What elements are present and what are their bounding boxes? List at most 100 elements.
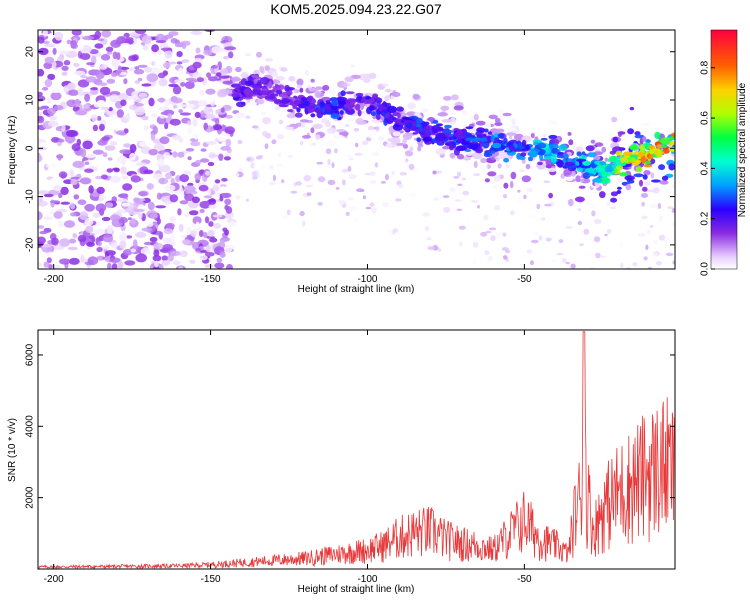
- noise-blob: [218, 153, 224, 161]
- noise-blob: [95, 203, 107, 212]
- noise-blob: [84, 218, 94, 226]
- noise-blob: [122, 183, 133, 191]
- noise-blob: [214, 118, 220, 125]
- noise-blob: [251, 125, 259, 129]
- ridge-blob: [575, 175, 581, 183]
- noise-blob: [177, 208, 182, 216]
- noise-blob: [647, 266, 653, 269]
- snr-y-label: SNR (10 * v/v): [7, 418, 18, 482]
- noise-blob: [38, 153, 42, 162]
- y-tick-label: 2000: [25, 486, 36, 509]
- ridge-blob: [542, 133, 547, 138]
- noise-blob: [184, 193, 195, 202]
- noise-blob: [168, 83, 179, 88]
- noise-blob: [348, 157, 354, 161]
- noise-blob: [472, 257, 477, 265]
- ridge-blob: [306, 85, 313, 89]
- ridge-blob: [378, 136, 385, 142]
- noise-blob: [142, 45, 149, 51]
- noise-blob: [218, 75, 230, 79]
- noise-blob: [47, 264, 54, 269]
- ridge-blob: [245, 53, 252, 57]
- ridge-blob: [508, 145, 516, 152]
- noise-blob: [50, 91, 62, 101]
- y-tick-label: -20: [25, 237, 36, 252]
- ridge-blob: [355, 103, 361, 111]
- ridge-blob: [326, 127, 337, 134]
- noise-blob: [70, 176, 80, 180]
- noise-blob: [38, 111, 42, 117]
- noise-blob: [57, 154, 62, 161]
- noise-blob: [95, 175, 103, 180]
- noise-blob: [129, 143, 137, 153]
- y-tick-label: 4000: [25, 415, 36, 438]
- ridge-blob: [629, 154, 638, 158]
- ridge-blob: [588, 173, 594, 177]
- noise-blob: [79, 211, 89, 220]
- noise-blob: [80, 148, 87, 158]
- ridge-blob: [482, 141, 490, 149]
- noise-blob: [66, 39, 72, 45]
- noise-blob: [203, 106, 211, 115]
- noise-blob: [151, 61, 156, 66]
- noise-blob: [186, 226, 192, 236]
- noise-blob: [149, 213, 158, 219]
- noise-blob: [228, 51, 234, 59]
- noise-blob: [295, 181, 303, 186]
- ridge-blob: [329, 89, 336, 96]
- noise-blob: [42, 86, 49, 91]
- ridge-blob: [302, 135, 311, 139]
- ridge-blob: [455, 139, 463, 144]
- ridge-blob: [648, 145, 656, 150]
- ridge-blob: [327, 140, 338, 147]
- noise-blob: [561, 272, 567, 278]
- noise-blob: [203, 195, 213, 199]
- ridge-blob: [643, 170, 651, 176]
- noise-blob: [92, 124, 99, 132]
- noise-blob: [86, 241, 95, 247]
- ridge-blob: [390, 137, 401, 144]
- noise-blob: [317, 176, 326, 183]
- noise-blob: [338, 199, 346, 206]
- noise-blob: [99, 64, 108, 70]
- ridge-blob: [670, 132, 675, 138]
- ridge-blob: [520, 152, 527, 157]
- ridge-blob: [432, 119, 439, 124]
- ridge-blob: [299, 119, 309, 123]
- noise-blob: [98, 197, 104, 202]
- noise-blob: [153, 249, 160, 257]
- noise-blob: [85, 76, 97, 83]
- ridge-blob: [456, 153, 465, 160]
- x-tick-label: -50: [517, 274, 532, 285]
- ridge-blob: [366, 129, 376, 134]
- ridge-blob: [578, 185, 586, 189]
- noise-blob: [458, 225, 466, 230]
- ridge-blob: [575, 165, 585, 169]
- ridge-blob: [663, 148, 670, 154]
- noise-blob: [43, 216, 53, 220]
- noise-blob: [256, 155, 263, 160]
- noise-blob: [137, 64, 148, 68]
- noise-blob: [101, 216, 111, 222]
- ridge-blob: [276, 89, 283, 95]
- noise-blob: [347, 154, 354, 158]
- ridge-blob: [344, 124, 350, 128]
- noise-blob: [556, 252, 564, 256]
- ridge-blob: [374, 97, 383, 104]
- y-tick-label: 6000: [25, 343, 36, 366]
- noise-blob: [58, 258, 71, 265]
- noise-blob: [209, 237, 218, 243]
- noise-blob: [204, 170, 211, 176]
- noise-blob: [606, 228, 612, 235]
- noise-blob: [54, 264, 61, 269]
- ridge-blob: [441, 119, 452, 123]
- ridge-blob: [344, 76, 354, 83]
- noise-blob: [148, 149, 158, 156]
- noise-blob: [88, 185, 94, 194]
- ridge-blob: [310, 78, 315, 83]
- noise-blob: [179, 200, 189, 205]
- noise-blob: [149, 236, 158, 243]
- noise-blob: [97, 38, 104, 42]
- noise-blob: [43, 193, 54, 198]
- noise-blob: [355, 142, 359, 148]
